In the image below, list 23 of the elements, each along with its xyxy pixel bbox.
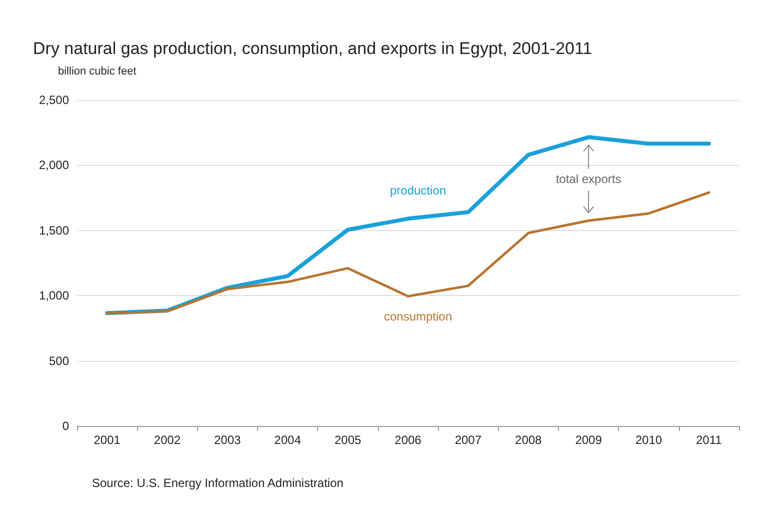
x-tick-label: 2003 xyxy=(214,433,242,447)
x-tick-label: 2004 xyxy=(274,433,302,447)
y-tick-label: 2,000 xyxy=(38,158,70,172)
x-tick-label: 2008 xyxy=(515,433,542,447)
y-tick-label: 0 xyxy=(62,419,70,433)
y-tick-label: 1,000 xyxy=(38,288,70,303)
x-tick-label: 2007 xyxy=(454,433,482,447)
x-tick-label: 2002 xyxy=(154,433,181,447)
chart-title: Dry natural gas production, consumption, and exports in Egypt, 2001-2011 xyxy=(33,39,592,58)
annotation: total exports xyxy=(556,172,622,186)
y-tick-label: 500 xyxy=(48,354,70,368)
x-tick-label: 2009 xyxy=(575,433,602,447)
x-tick-label: 2006 xyxy=(394,433,422,447)
series-label: consumption xyxy=(384,309,452,324)
x-tick-label: 2011 xyxy=(696,433,722,447)
x-tick-label: 2005 xyxy=(334,433,362,447)
y-tick-label: 2,500 xyxy=(38,93,70,107)
source-note: Source: U.S. Energy Information Administration xyxy=(92,476,344,490)
y-axis-title: billion cubic feet xyxy=(58,66,136,78)
series-label: production xyxy=(390,184,446,198)
x-tick-label: 2001 xyxy=(94,433,121,447)
y-tick-label: 1,500 xyxy=(38,223,70,238)
x-tick-label: 2010 xyxy=(635,433,662,447)
